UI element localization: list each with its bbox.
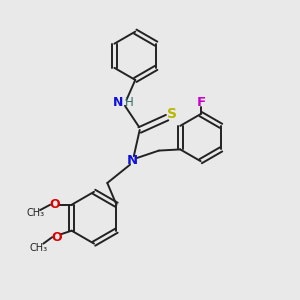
- Text: N: N: [127, 154, 138, 167]
- Text: H: H: [125, 96, 134, 110]
- Text: S: S: [167, 107, 177, 121]
- Text: N: N: [112, 96, 123, 110]
- Text: CH₃: CH₃: [26, 208, 44, 218]
- Text: O: O: [50, 198, 60, 211]
- Text: O: O: [52, 231, 62, 244]
- Text: CH₃: CH₃: [30, 243, 48, 253]
- Text: F: F: [197, 96, 206, 110]
